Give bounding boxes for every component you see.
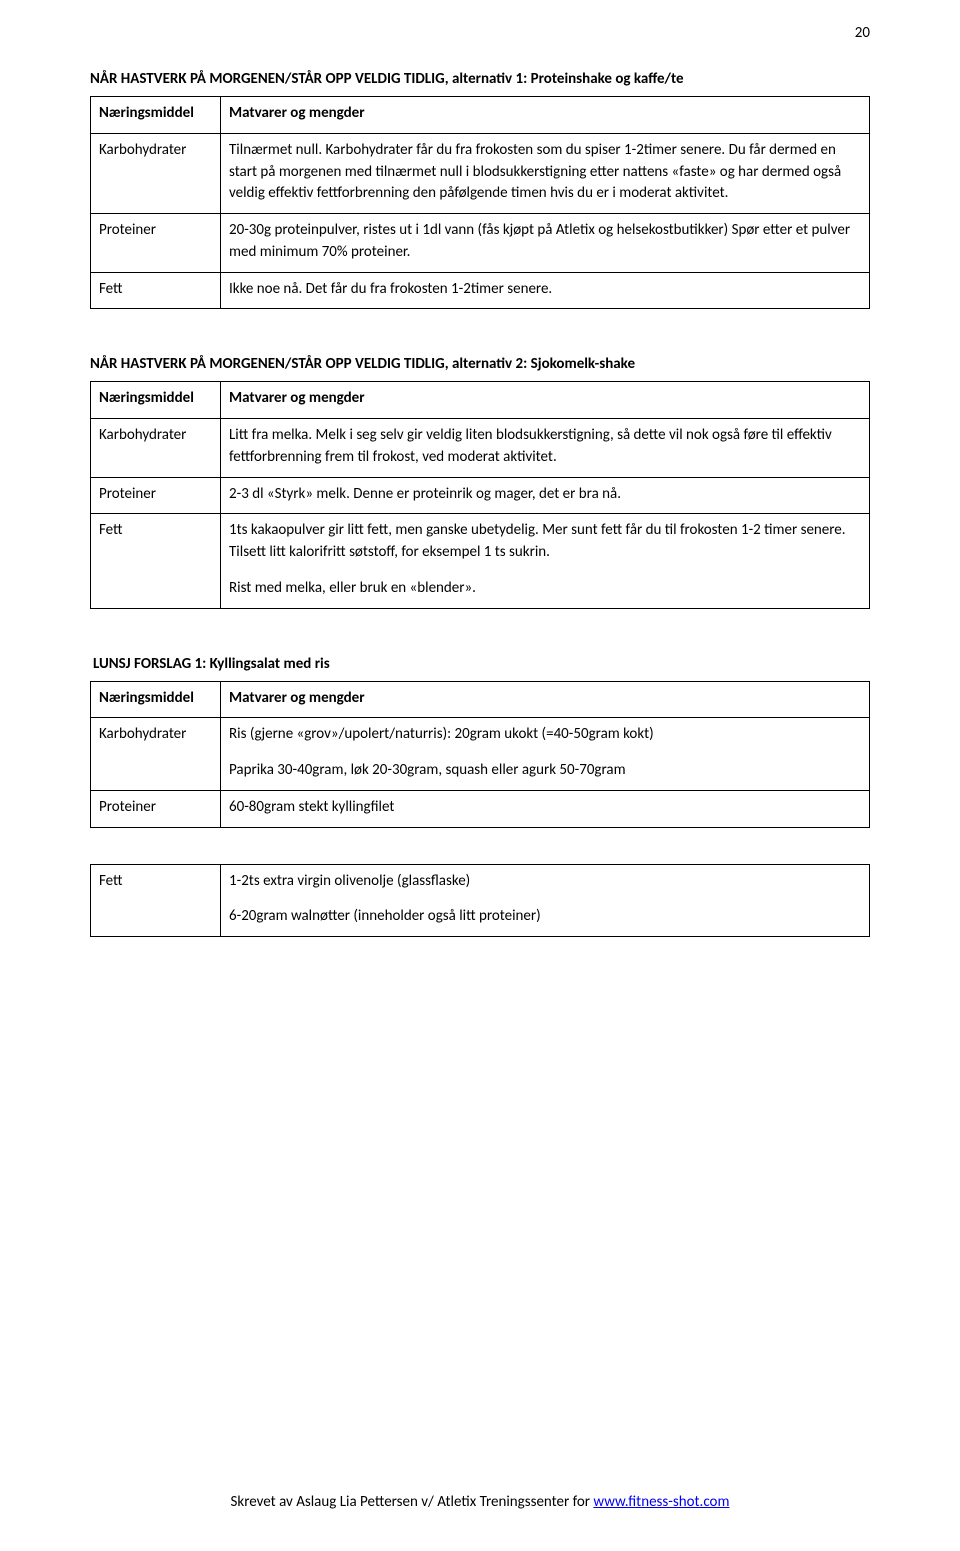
- table-header-row: Næringsmiddel Matvarer og mengder: [91, 382, 870, 419]
- row-label-karbo: Karbohydrater: [91, 133, 221, 213]
- table-row: Proteiner 60-80gram stekt kyllingfilet: [91, 790, 870, 827]
- footer-text: Skrevet av Aslaug Lia Pettersen v/ Atlet…: [231, 1493, 594, 1511]
- table-row: Karbohydrater Litt fra melka. Melk i seg…: [91, 419, 870, 478]
- section1-table: Næringsmiddel Matvarer og mengder Karboh…: [90, 96, 870, 309]
- row-label-proteiner: Proteiner: [91, 790, 221, 827]
- karbo-paragraph-1: Ris (gjerne «grov»/upolert/naturris): 20…: [229, 724, 861, 746]
- cell-fett-text: 1-2ts extra virgin olivenolje (glassflas…: [221, 864, 870, 937]
- table-row: Proteiner 20-30g proteinpulver, ristes u…: [91, 214, 870, 273]
- section2-heading: NÅR HASTVERK PÅ MORGENEN/STÅR OPP VELDIG…: [90, 355, 870, 373]
- table-header-row: Næringsmiddel Matvarer og mengder: [91, 681, 870, 718]
- section3-table-a: Næringsmiddel Matvarer og mengder Karboh…: [90, 681, 870, 828]
- cell-karbo-text: Ris (gjerne «grov»/upolert/naturris): 20…: [221, 718, 870, 791]
- cell-proteiner-text: 20-30g proteinpulver, ristes ut i 1dl va…: [221, 214, 870, 273]
- col-header-left: Næringsmiddel: [91, 681, 221, 718]
- fett-paragraph-2: 6-20gram walnøtter (inneholder også litt…: [229, 906, 861, 928]
- col-header-right: Matvarer og mengder: [221, 681, 870, 718]
- section1-heading: NÅR HASTVERK PÅ MORGENEN/STÅR OPP VELDIG…: [90, 70, 870, 88]
- row-label-proteiner: Proteiner: [91, 477, 221, 514]
- table-header-row: Næringsmiddel Matvarer og mengder: [91, 97, 870, 134]
- footer-link[interactable]: www.fitness-shot.com: [593, 1493, 729, 1511]
- section2-table: Næringsmiddel Matvarer og mengder Karboh…: [90, 381, 870, 608]
- col-header-right: Matvarer og mengder: [221, 97, 870, 134]
- row-label-fett: Fett: [91, 514, 221, 608]
- table-row: Fett 1ts kakaopulver gir litt fett, men …: [91, 514, 870, 608]
- col-header-right: Matvarer og mengder: [221, 382, 870, 419]
- table-row: Proteiner 2-3 dl «Styrk» melk. Denne er …: [91, 477, 870, 514]
- fett-paragraph-1: 1ts kakaopulver gir litt fett, men gansk…: [229, 520, 861, 564]
- cell-karbo-text: Litt fra melka. Melk i seg selv gir veld…: [221, 419, 870, 478]
- table-row: Fett 1-2ts extra virgin olivenolje (glas…: [91, 864, 870, 937]
- row-label-fett: Fett: [91, 864, 221, 937]
- row-label-proteiner: Proteiner: [91, 214, 221, 273]
- document-page: 20 NÅR HASTVERK PÅ MORGENEN/STÅR OPP VEL…: [0, 0, 960, 1551]
- fett-paragraph-1: 1-2ts extra virgin olivenolje (glassflas…: [229, 871, 861, 893]
- karbo-paragraph-2: Paprika 30-40gram, løk 20-30gram, squash…: [229, 760, 861, 782]
- table-row: Karbohydrater Tilnærmet null. Karbohydra…: [91, 133, 870, 213]
- cell-fett-text: 1ts kakaopulver gir litt fett, men gansk…: [221, 514, 870, 608]
- col-header-left: Næringsmiddel: [91, 382, 221, 419]
- page-footer: Skrevet av Aslaug Lia Pettersen v/ Atlet…: [0, 1493, 960, 1511]
- row-label-fett: Fett: [91, 272, 221, 309]
- row-label-karbo: Karbohydrater: [91, 419, 221, 478]
- col-header-left: Næringsmiddel: [91, 97, 221, 134]
- cell-fett-text: Ikke noe nå. Det får du fra frokosten 1-…: [221, 272, 870, 309]
- row-label-karbo: Karbohydrater: [91, 718, 221, 791]
- cell-karbo-text: Tilnærmet null. Karbohydrater får du fra…: [221, 133, 870, 213]
- cell-proteiner-text: 60-80gram stekt kyllingfilet: [221, 790, 870, 827]
- section3-table-b: Fett 1-2ts extra virgin olivenolje (glas…: [90, 864, 870, 938]
- page-number: 20: [855, 24, 870, 42]
- table-row: Fett Ikke noe nå. Det får du fra frokost…: [91, 272, 870, 309]
- section3-heading: LUNSJ FORSLAG 1: Kyllingsalat med ris: [93, 655, 870, 673]
- cell-proteiner-text: 2-3 dl «Styrk» melk. Denne er proteinrik…: [221, 477, 870, 514]
- table-row: Karbohydrater Ris (gjerne «grov»/upolert…: [91, 718, 870, 791]
- fett-paragraph-2: Rist med melka, eller bruk en «blender».: [229, 578, 861, 600]
